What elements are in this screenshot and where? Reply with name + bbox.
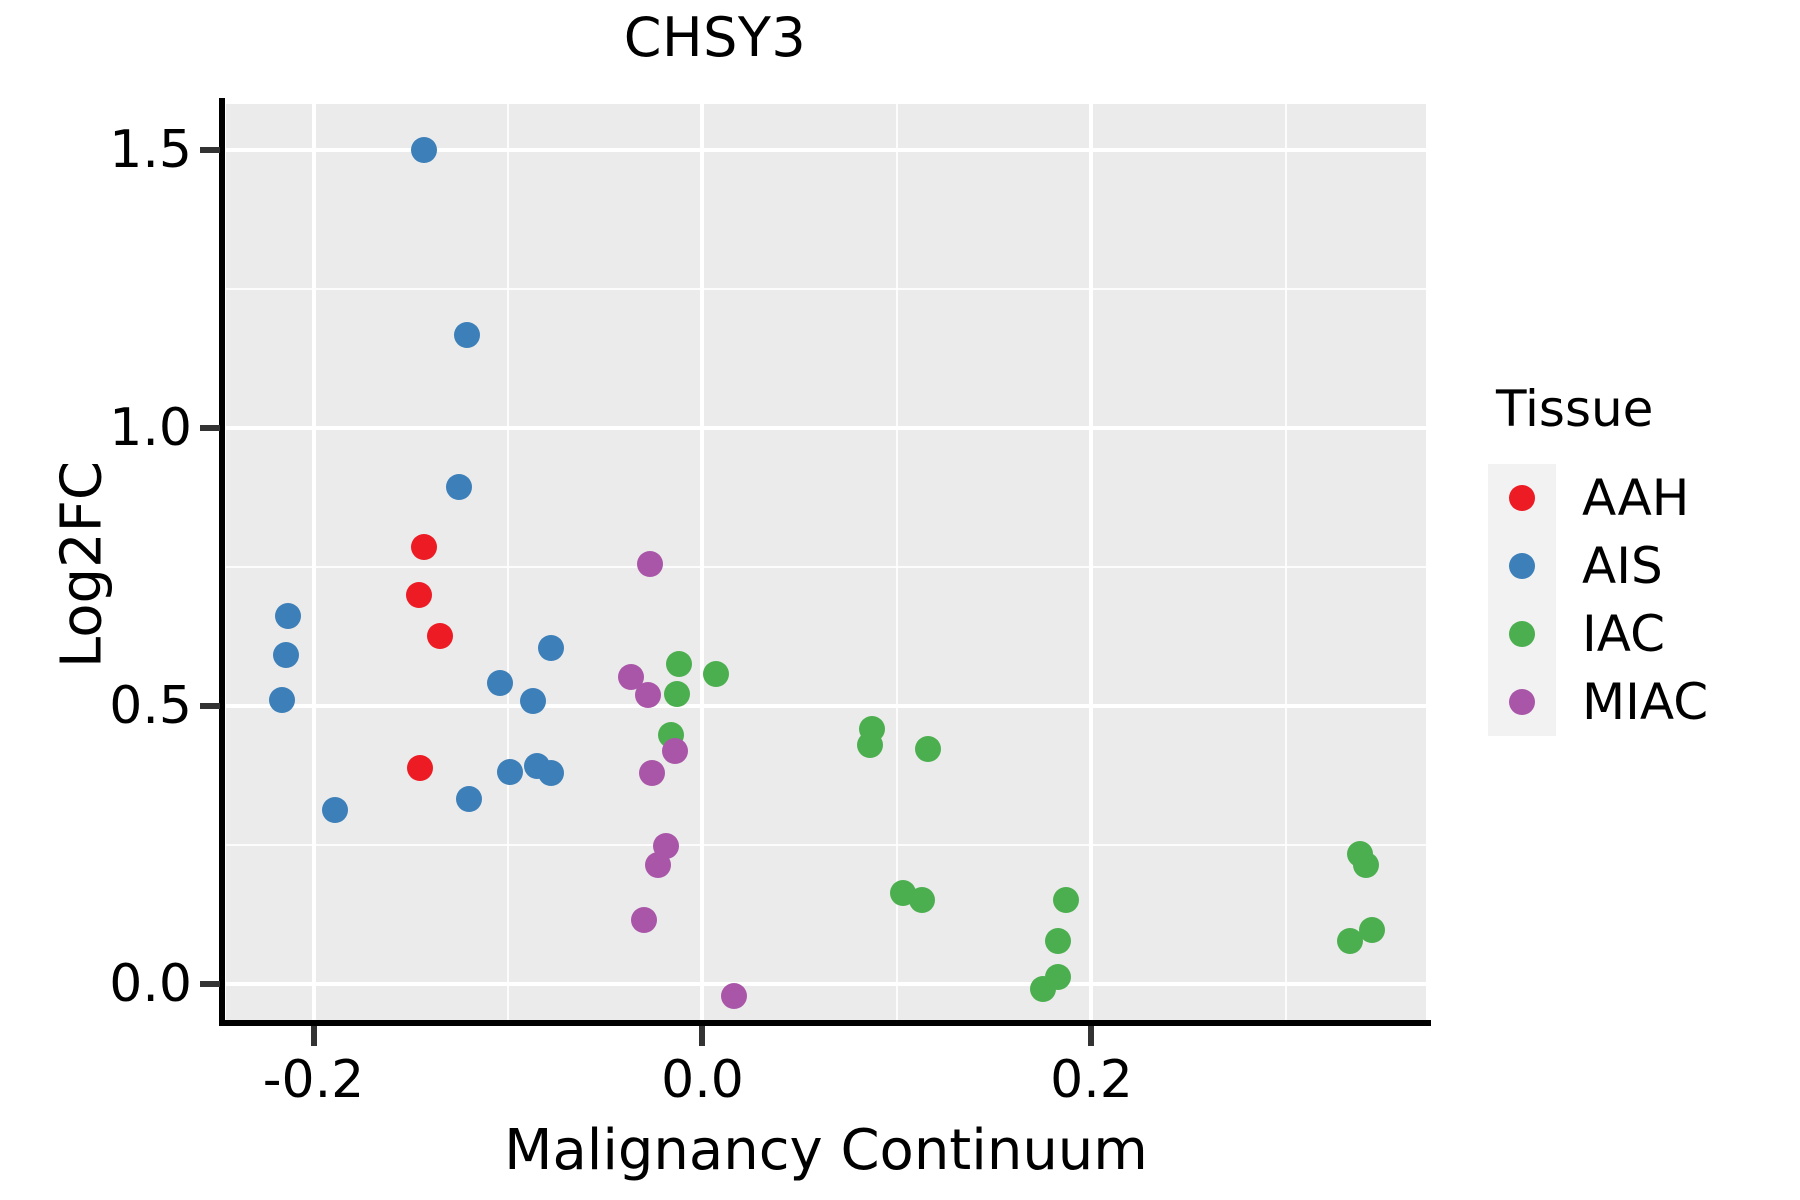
data-point-aah — [407, 755, 434, 782]
x-tick-label: 0.2 — [1050, 1050, 1133, 1110]
x-axis-line — [219, 1020, 1431, 1026]
data-point-ais — [520, 688, 547, 715]
data-point-ais — [411, 137, 438, 164]
y-axis-line — [219, 98, 225, 1026]
data-point-iac — [1053, 887, 1080, 914]
data-point-miac — [644, 851, 671, 878]
data-point-ais — [456, 785, 483, 812]
data-point-iac — [915, 735, 942, 762]
gridline-major-horizontal — [226, 425, 1426, 430]
legend-item-label: MIAC — [1582, 673, 1709, 731]
gridline-minor-vertical — [507, 104, 509, 1020]
data-point-ais — [446, 474, 473, 501]
legend-item-aah[interactable]: AAH — [1488, 464, 1788, 532]
x-tick-label: 0.0 — [661, 1050, 744, 1110]
y-tick-label: 1.0 — [109, 397, 192, 458]
gridline-major-vertical — [1089, 104, 1094, 1020]
x-tick-label: -0.2 — [262, 1050, 365, 1110]
page-title: CHSY3 — [623, 6, 807, 69]
data-point-miac — [638, 759, 665, 786]
gridline-minor-vertical — [895, 104, 898, 1020]
data-point-iac — [856, 731, 883, 758]
gridline-major-horizontal — [226, 703, 1426, 708]
legend-key-swatch — [1488, 464, 1556, 532]
data-point-miac — [662, 738, 689, 765]
legend-item-iac[interactable]: IAC — [1488, 600, 1788, 668]
data-point-ais — [454, 321, 481, 348]
legend-dot-icon — [1509, 689, 1535, 715]
y-tick-label: 1.5 — [109, 119, 192, 180]
legend-key-swatch — [1488, 600, 1556, 668]
legend-item-label: AIS — [1582, 537, 1663, 595]
legend-dot-icon — [1509, 553, 1535, 579]
data-point-iac — [909, 887, 936, 914]
data-point-ais — [321, 796, 348, 823]
data-point-ais — [275, 603, 302, 630]
data-point-iac — [1358, 916, 1385, 943]
legend-item-ais[interactable]: AIS — [1488, 532, 1788, 600]
data-point-iac — [664, 680, 691, 707]
legend-key-swatch — [1488, 532, 1556, 600]
legend: Tissue AAH AIS IAC MIAC — [1488, 380, 1788, 736]
legend-item-label: AAH — [1582, 469, 1690, 527]
plot-panel — [226, 104, 1426, 1020]
data-point-miac — [636, 550, 663, 577]
y-axis-title: Log2FC — [49, 461, 115, 668]
data-point-iac — [1045, 928, 1072, 955]
y-tick-mark — [200, 424, 220, 431]
legend-key-swatch — [1488, 668, 1556, 736]
x-tick-mark — [1088, 1026, 1095, 1046]
gridline-minor-horizontal — [226, 287, 1426, 290]
data-point-iac — [1352, 851, 1379, 878]
data-point-ais — [537, 634, 564, 661]
legend-item-miac[interactable]: MIAC — [1488, 668, 1788, 736]
data-point-iac — [703, 661, 730, 688]
data-point-ais — [537, 760, 564, 787]
gridline-major-horizontal — [226, 147, 1426, 152]
data-point-miac — [635, 681, 662, 708]
legend-dot-icon — [1509, 621, 1535, 647]
data-point-ais — [273, 641, 300, 668]
gridline-major-vertical — [700, 104, 705, 1020]
data-point-ais — [496, 758, 523, 785]
gridline-minor-horizontal — [226, 843, 1426, 846]
x-axis-title: Malignancy Continuum — [504, 1118, 1148, 1183]
legend-title: Tissue — [1496, 380, 1654, 438]
x-tick-mark — [310, 1026, 317, 1046]
gridline-major-horizontal — [226, 981, 1426, 986]
legend-dot-icon — [1509, 485, 1535, 511]
data-point-aah — [426, 623, 453, 650]
data-point-miac — [631, 906, 658, 933]
y-tick-label: 0.0 — [109, 953, 192, 1014]
data-point-aah — [405, 581, 432, 608]
y-tick-label: 0.5 — [109, 675, 192, 736]
gridline-major-vertical — [311, 104, 316, 1020]
y-tick-mark — [200, 702, 220, 709]
data-point-ais — [269, 687, 296, 714]
x-tick-mark — [699, 1026, 706, 1046]
data-point-aah — [411, 534, 438, 561]
data-point-miac — [720, 982, 747, 1009]
legend-entries: AAH AIS IAC MIAC — [1488, 464, 1788, 736]
data-point-iac — [666, 651, 693, 678]
legend-item-label: IAC — [1582, 605, 1665, 663]
gridline-minor-horizontal — [226, 565, 1426, 568]
gridline-minor-vertical — [1284, 104, 1287, 1020]
data-point-ais — [487, 669, 514, 696]
y-tick-mark — [200, 146, 220, 153]
data-point-iac — [1029, 976, 1056, 1003]
y-tick-mark — [200, 980, 220, 987]
